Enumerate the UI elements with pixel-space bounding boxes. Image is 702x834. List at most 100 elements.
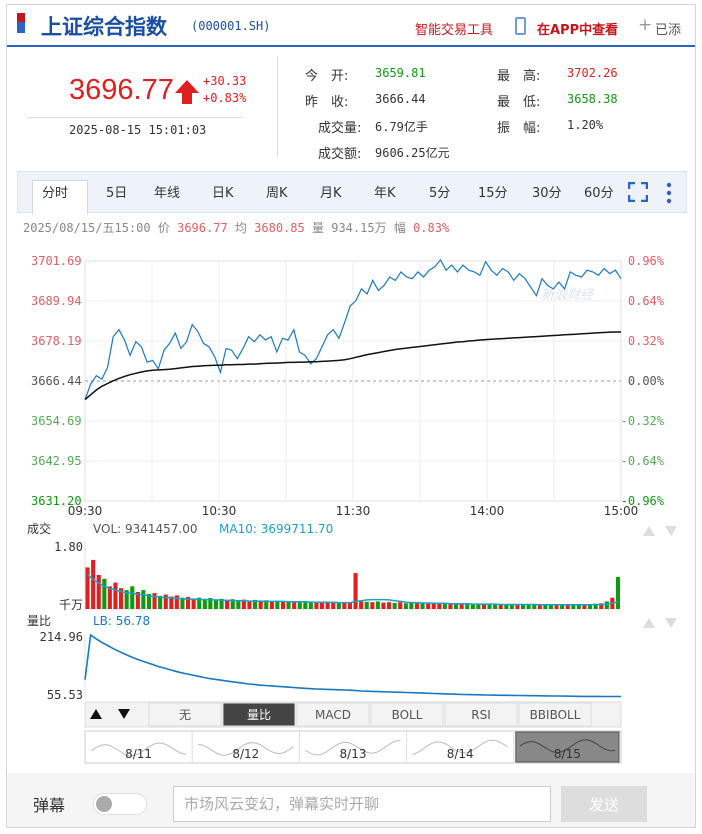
volume-bar <box>392 603 397 609</box>
volume-bar <box>398 602 403 609</box>
tab-daily-k[interactable]: 日K <box>212 186 234 201</box>
pct-tick: -0.64% <box>621 454 665 468</box>
indicator-tab-bg <box>518 702 592 727</box>
pct-tick: 0.96% <box>628 254 665 268</box>
plus-icon[interactable]: + <box>638 15 653 35</box>
volume-bar <box>403 603 408 609</box>
volume-bar <box>571 605 576 609</box>
volume-bar <box>515 604 520 609</box>
volume-bar <box>414 603 419 609</box>
danmaku-toggle[interactable] <box>93 793 147 815</box>
open-in-app-link[interactable]: 在APP中查看 <box>537 23 619 38</box>
indicator-tab[interactable]: 无 <box>179 708 191 722</box>
danmaku-label: 弹幕 <box>33 796 66 815</box>
volume-bar <box>364 601 369 609</box>
tab-yearly-k[interactable]: 年K <box>374 186 396 201</box>
info-price: 3696.77 <box>177 221 228 235</box>
intraday-chart[interactable]: 新浪财经 3701.69 3689.94 3678.19 3666.44 3654.69 3… <box>7 237 695 767</box>
ratio-title: 量比 <box>27 614 51 628</box>
volume-bar <box>258 601 263 609</box>
volume-bar <box>493 604 498 609</box>
field-label: 昨 收: <box>305 95 349 110</box>
indicator-tab[interactable]: 量比 <box>247 708 271 722</box>
volume-bar <box>320 601 325 609</box>
volume-bar <box>437 603 442 609</box>
volume-bar <box>615 576 620 609</box>
crosshair-info: 2025/08/15/五15:00 价 3696.77 均 3680.85 量 … <box>23 219 449 236</box>
volume-bar <box>292 601 297 609</box>
volume-bar <box>180 597 185 609</box>
indicator-tab[interactable]: MACD <box>315 708 351 722</box>
field-value-prev-close: 3666.44 <box>375 92 426 106</box>
volume-bar <box>169 596 174 609</box>
tab-year-line[interactable]: 年线 <box>154 186 181 201</box>
fullscreen-icon[interactable] <box>628 182 648 202</box>
volume-bar <box>186 596 191 609</box>
indicator-tab-bg <box>222 702 296 727</box>
index-title: 上证综合指数 <box>41 15 167 39</box>
ratio-max-tick: 214.96 <box>40 630 83 644</box>
active-tab-bg <box>32 180 88 214</box>
timeline-day: 8/13 <box>340 747 367 761</box>
scroll-up-icon <box>90 709 102 719</box>
danmaku-input[interactable] <box>173 786 551 822</box>
volume-bar <box>498 604 503 609</box>
tab-5day[interactable]: 5日 <box>106 186 128 201</box>
info-amp: 0.83% <box>413 221 450 235</box>
volume-bar <box>247 600 252 609</box>
time-tick: 14:00 <box>470 504 505 518</box>
indicator-tab[interactable]: BBIBOLL <box>530 708 581 722</box>
price-tick: 3654.69 <box>31 414 82 428</box>
field-value-turnover: 9606.25亿元 <box>375 146 450 160</box>
volume-bar <box>599 603 604 609</box>
info-avg: 3680.85 <box>254 221 305 235</box>
volume-bar <box>481 604 486 609</box>
volume-bar <box>286 601 291 609</box>
send-button[interactable]: 发送 <box>561 786 647 822</box>
price-tick: 3678.19 <box>31 334 82 348</box>
volume-bar <box>409 602 414 609</box>
tab-15min[interactable]: 15分 <box>478 186 508 201</box>
indicator-tab[interactable]: RSI <box>471 708 491 722</box>
volume-bar <box>253 599 258 609</box>
indicator-tab[interactable]: BOLL <box>392 708 423 722</box>
volume-bar <box>158 595 163 609</box>
add-watchlist-button[interactable]: 已添 <box>655 23 682 38</box>
tab-monthly-k[interactable]: 月K <box>320 186 342 201</box>
volume-bar <box>130 586 135 609</box>
field-value-volume: 6.79亿手 <box>375 120 428 134</box>
volume-bar <box>548 604 553 609</box>
pct-tick: 0.32% <box>628 334 665 348</box>
volume-bar <box>208 598 213 609</box>
volume-bar <box>336 602 341 609</box>
volume-bar <box>85 567 90 609</box>
field-label: 振 幅: <box>497 121 541 136</box>
tab-intraday[interactable]: 分时 <box>42 186 69 201</box>
change-values: +30.33 +0.83% <box>203 73 246 107</box>
volume-bar <box>504 604 509 609</box>
period-tabs: 分时 5日 年线 日K 周K 月K 年K 5分 15分 30分 60分 <box>17 171 687 214</box>
down-triangle-icon <box>665 526 677 536</box>
tab-60min[interactable]: 60分 <box>584 186 614 201</box>
volume-bar <box>465 603 470 609</box>
volume-bar <box>588 604 593 609</box>
scroll-down-icon <box>118 709 130 719</box>
timeline-day: 8/11 <box>125 747 152 761</box>
volume-bar <box>213 599 218 609</box>
volume-bar <box>347 602 352 609</box>
tab-5min[interactable]: 5分 <box>429 186 451 201</box>
volume-bar <box>353 573 358 609</box>
current-price: 3696.77 <box>69 74 174 106</box>
volume-bar <box>420 603 425 609</box>
more-icon[interactable] <box>666 182 672 204</box>
tab-30min[interactable]: 30分 <box>532 186 562 201</box>
divider <box>277 57 278 157</box>
volume-bar <box>359 601 364 609</box>
smart-trade-link[interactable]: 智能交易工具 <box>415 23 494 38</box>
volume-bar <box>526 604 531 609</box>
volume-bar <box>191 598 196 609</box>
tab-weekly-k[interactable]: 周K <box>266 186 288 201</box>
volume-bar <box>593 603 598 609</box>
field-label: 最 低: <box>497 95 541 110</box>
volume-bar <box>230 599 235 609</box>
